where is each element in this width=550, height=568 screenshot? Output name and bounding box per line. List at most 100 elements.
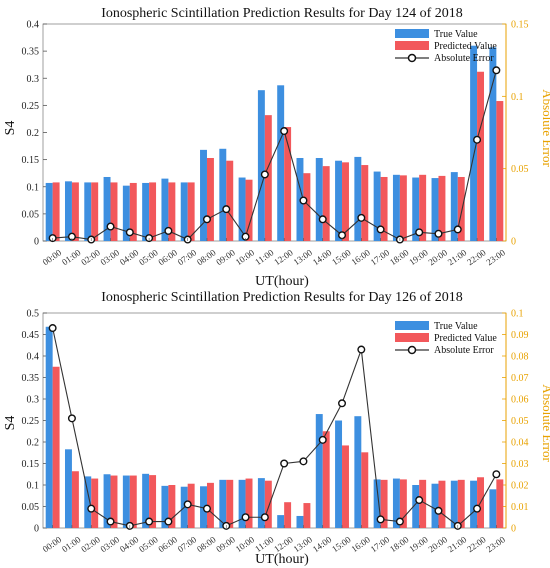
chart2-bar-pred — [91, 478, 99, 528]
chart1-bar-true — [450, 172, 458, 241]
chart2-bar-pred — [110, 475, 118, 528]
chart1-x-tick-label: 04:00 — [118, 247, 141, 267]
chart2-bar-true — [142, 473, 150, 528]
chart1-bar-true — [219, 148, 227, 241]
chart2-bar-pred — [52, 366, 60, 528]
chart2-y-tick-label: 0.3 — [27, 395, 40, 406]
chart2-legend-true-swatch — [395, 321, 429, 330]
chart1-bar-pred — [496, 101, 504, 241]
chart2-y2-tick-label: 0.08 — [511, 352, 529, 363]
chart2-error-point — [473, 504, 482, 513]
chart2-bar-true — [84, 476, 92, 528]
chart2-y-axis-label: S4 — [3, 416, 18, 431]
chart2-bar-pred — [245, 478, 253, 528]
chart1-x-tick-label: 05:00 — [137, 247, 160, 267]
chart2-bar-true — [122, 475, 130, 528]
chart2-bar-true — [489, 489, 497, 528]
chart1-y-tick-label: 0.1 — [27, 182, 40, 193]
chart1-bar-true — [64, 181, 72, 241]
chart2-x-tick-label: 04:00 — [118, 534, 141, 554]
chart2-error-point — [299, 457, 308, 466]
chart1-error-point — [473, 135, 482, 144]
chart2-bar-true — [161, 485, 169, 528]
chart2-bar-true — [450, 480, 458, 528]
chart2-y-tick-label: 0.1 — [27, 481, 40, 492]
chart2-y2-tick-label: 0.05 — [511, 416, 529, 427]
chart2-error-point — [260, 513, 269, 522]
chart2-error-point — [48, 324, 57, 333]
chart2-error-point — [145, 517, 154, 526]
chart2-bar-pred — [438, 480, 446, 528]
chart1-y2-tick-label: 0 — [511, 237, 516, 248]
chart1-y2-tick-label: 0.15 — [511, 20, 529, 31]
chart2-y-tick-label: 0.2 — [27, 438, 40, 449]
chart1-error-point — [453, 225, 462, 234]
chart2-error-point — [106, 517, 115, 526]
chart2-bar-true — [257, 478, 265, 528]
chart1-x-tick-label: 08:00 — [195, 247, 218, 267]
chart2-bar-pred — [149, 475, 157, 528]
chart2-x-tick-label: 02:00 — [79, 534, 102, 554]
chart2-bar-pred — [226, 479, 234, 528]
chart2-bar-pred — [284, 502, 292, 528]
chart1-error-point — [125, 228, 134, 237]
chart2-error-point — [415, 496, 424, 505]
chart2-x-tick-label: 07:00 — [176, 534, 199, 554]
chart1-title: Ionospheric Scintillation Prediction Res… — [101, 6, 463, 21]
chart2-bar-pred — [206, 482, 214, 528]
chart2-error-point — [376, 515, 385, 524]
chart2-error-point — [338, 399, 347, 408]
chart1-x-tick-label: 16:00 — [349, 247, 372, 267]
chart1-x-tick-label: 06:00 — [156, 247, 179, 267]
chart1-y2-tick-label: 0.05 — [511, 164, 529, 175]
chart1-y-tick-label: 0.15 — [22, 155, 40, 166]
chart1-x-tick-label: 22:00 — [465, 247, 488, 267]
chart2-bar-pred — [129, 475, 137, 528]
chart1-x-tick-label: 12:00 — [272, 247, 295, 267]
chart2-y2-tick-label: 0.07 — [511, 373, 529, 384]
chart2-legend-pred-swatch — [395, 333, 429, 342]
chart2-error-point — [492, 470, 501, 479]
chart2-x-tick-label: 00:00 — [41, 534, 64, 554]
chart1-error-point — [492, 66, 501, 75]
chart2-x-tick-label: 05:00 — [137, 534, 160, 554]
chart1-y2-tick-label: 0.1 — [511, 92, 524, 103]
chart1-error-point — [260, 170, 269, 179]
chart2-error-point — [318, 435, 327, 444]
chart1-bar-true — [392, 174, 400, 241]
chart2-y2-tick-label: 0.01 — [511, 502, 529, 513]
chart1-bar-pred — [110, 182, 118, 241]
chart2-x-axis-label: UT(hour) — [255, 552, 309, 567]
chart1-bar-pred — [380, 176, 388, 241]
chart2-y2-tick-label: 0.03 — [511, 459, 529, 470]
chart1-bar-pred — [264, 115, 272, 241]
chart2-bar-true — [392, 478, 400, 528]
chart1-bar-pred — [226, 160, 234, 241]
chart2-x-tick-label: 21:00 — [446, 534, 469, 554]
chart1-bar-true — [315, 157, 323, 241]
chart2-bar-pred — [399, 479, 407, 528]
chart2-x-tick-label: 22:00 — [465, 534, 488, 554]
chart1-x-tick-label: 19:00 — [407, 247, 430, 267]
chart2-bar-pred — [342, 445, 349, 528]
chart2-error-point — [357, 345, 366, 354]
chart2-bar-pred — [71, 471, 79, 528]
chart1-x-tick-label: 10:00 — [234, 247, 257, 267]
chart1-error-point — [280, 127, 289, 136]
chart1-x-tick-label: 20:00 — [427, 247, 450, 267]
chart2-y2-tick-label: 0.06 — [511, 395, 529, 406]
chart2-x-tick-label: 16:00 — [349, 534, 372, 554]
chart2-bar-pred — [322, 431, 330, 528]
chart1-legend-err-label: Absolute Error — [434, 53, 494, 64]
chart2-bar-true — [219, 479, 227, 528]
chart1-bar-pred — [187, 182, 195, 241]
chart1-bar-true — [142, 182, 150, 241]
chart2-error-point — [183, 500, 192, 509]
chart2-y-tick-label: 0.45 — [22, 330, 40, 341]
chart2-error-point — [202, 504, 211, 513]
chart2-bar-true — [431, 483, 439, 528]
chart2-right-axis-label: Absolute Error — [540, 384, 550, 462]
chart1-y-tick-label: 0.05 — [22, 209, 40, 220]
chart2-x-tick-label: 14:00 — [311, 534, 334, 554]
